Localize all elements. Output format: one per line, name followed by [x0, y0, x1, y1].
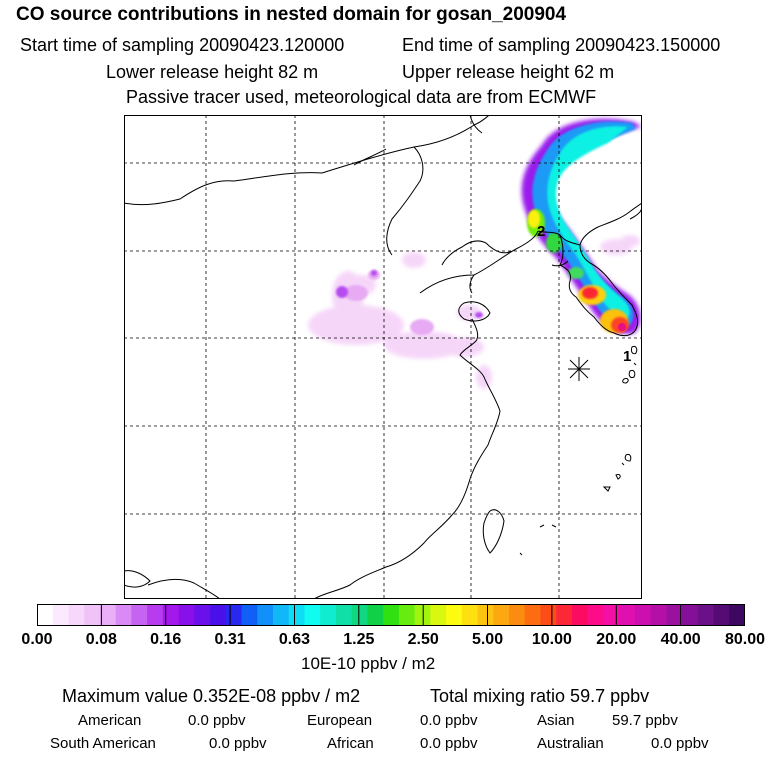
region-value-european: 0.0 ppbv	[420, 712, 478, 729]
lat-lon-grid	[124, 115, 642, 599]
colorbar-cell	[682, 604, 699, 626]
receptor-star-icon	[568, 357, 590, 381]
figure-title: CO source contributions in nested domain…	[16, 4, 567, 25]
colorbar-tick-label: 1.25	[343, 631, 375, 648]
colorbar-cell	[288, 604, 306, 626]
region-name-south-american: South American	[50, 735, 156, 752]
colorbar-cell	[273, 604, 290, 626]
colorbar-cell	[37, 604, 54, 626]
colorbar-cell	[493, 604, 510, 626]
colorbar-cell	[603, 604, 620, 626]
colorbar-cell	[52, 604, 70, 626]
colorbar-cell	[131, 604, 148, 626]
maximum-value: Maximum value 0.352E-08 ppbv / m2	[62, 686, 361, 706]
colorbar-cell	[320, 604, 337, 626]
colorbar-cell	[99, 604, 117, 626]
colorbar-cell	[351, 604, 368, 626]
colorbar-cell	[697, 604, 715, 626]
colorbar-cell	[367, 604, 384, 626]
colorbar-cell	[162, 604, 180, 626]
region-name-australian: Australian	[537, 735, 604, 752]
colorbar-tick-label: 0.31	[214, 631, 246, 648]
colorbar-cell	[194, 604, 211, 626]
colorbar-cell	[225, 604, 243, 626]
colorbar-units: 10E-10 ppbv / m2	[301, 654, 436, 673]
colorbar-cell	[335, 604, 353, 626]
colorbar-tick-label: 0.16	[150, 631, 182, 648]
colorbar-cell	[619, 604, 636, 626]
total-mixing-ratio: Total mixing ratio 59.7 ppbv	[430, 686, 650, 706]
colorbar-cell	[446, 604, 463, 626]
colorbar-cell	[461, 604, 479, 626]
region-value-australian: 0.0 ppbv	[651, 735, 709, 752]
colorbar-cell	[524, 604, 542, 626]
region-value-south-american: 0.0 ppbv	[209, 735, 267, 752]
colorbar-cell	[115, 604, 132, 626]
colorbar-cell	[729, 604, 745, 626]
colorbar-cell	[210, 604, 227, 626]
lower-release-height: Lower release height 82 m	[106, 62, 319, 82]
tracer-note: Passive tracer used, meteorological data…	[126, 87, 597, 107]
region-value-asian: 59.7 ppbv	[612, 712, 678, 729]
colorbar-tick-label: 5.00	[471, 631, 504, 648]
colorbar-cell	[398, 604, 416, 626]
source-contribution-map: 2 1	[124, 115, 642, 599]
plume-field	[308, 118, 642, 389]
colorbar-tick-label: 80.00	[724, 631, 766, 648]
region-value-african: 0.0 ppbv	[420, 735, 478, 752]
colorbar-cell	[430, 604, 447, 626]
colorbar-tick-label: 20.00	[596, 631, 637, 648]
colorbar-cell	[178, 604, 195, 626]
sampling-start-time: Start time of sampling 20090423.120000	[20, 35, 345, 55]
colorbar-cell	[587, 604, 604, 626]
colorbar-tick-label: 0.00	[21, 631, 53, 648]
colorbar-tick-label: 10.00	[531, 631, 572, 648]
region-name-american: American	[78, 712, 142, 729]
colorbar-cell	[509, 604, 526, 626]
colorbar-cell	[666, 604, 683, 626]
colorbar-cell	[241, 604, 258, 626]
region-name-european: European	[307, 712, 373, 729]
colorbar-cell	[383, 604, 400, 626]
colorbar-tick-label: 40.00	[660, 631, 701, 648]
colorbar-cell	[571, 604, 589, 626]
colorbar-cell	[257, 604, 274, 626]
marker-1: 1	[623, 348, 631, 365]
colorbar-tick-label: 0.63	[278, 631, 311, 648]
colorbar-cell	[556, 604, 573, 626]
coastlines	[124, 115, 642, 599]
sampling-end-time: End time of sampling 20090423.150000	[402, 35, 721, 55]
colorbar-tick-label: 2.50	[407, 631, 439, 648]
colorbar-cell	[713, 604, 730, 626]
region-name-african: African	[327, 735, 374, 752]
colorbar-cell	[147, 604, 164, 626]
region-value-american: 0.0 ppbv	[188, 712, 246, 729]
colorbar-cell	[68, 604, 85, 626]
colorbar-cell	[650, 604, 667, 626]
colorbar-cell	[477, 604, 494, 626]
colorbar-cell	[84, 604, 101, 626]
marker-2: 2	[537, 223, 545, 240]
color-scale-bar	[37, 604, 745, 626]
upper-release-height: Upper release height 62 m	[402, 62, 615, 82]
colorbar-tick-label: 0.08	[85, 631, 117, 648]
colorbar-cell	[540, 604, 557, 626]
colorbar-cell	[634, 604, 652, 626]
colorbar-cell	[304, 604, 321, 626]
map-frame	[124, 115, 642, 599]
region-name-asian: Asian	[537, 712, 575, 729]
